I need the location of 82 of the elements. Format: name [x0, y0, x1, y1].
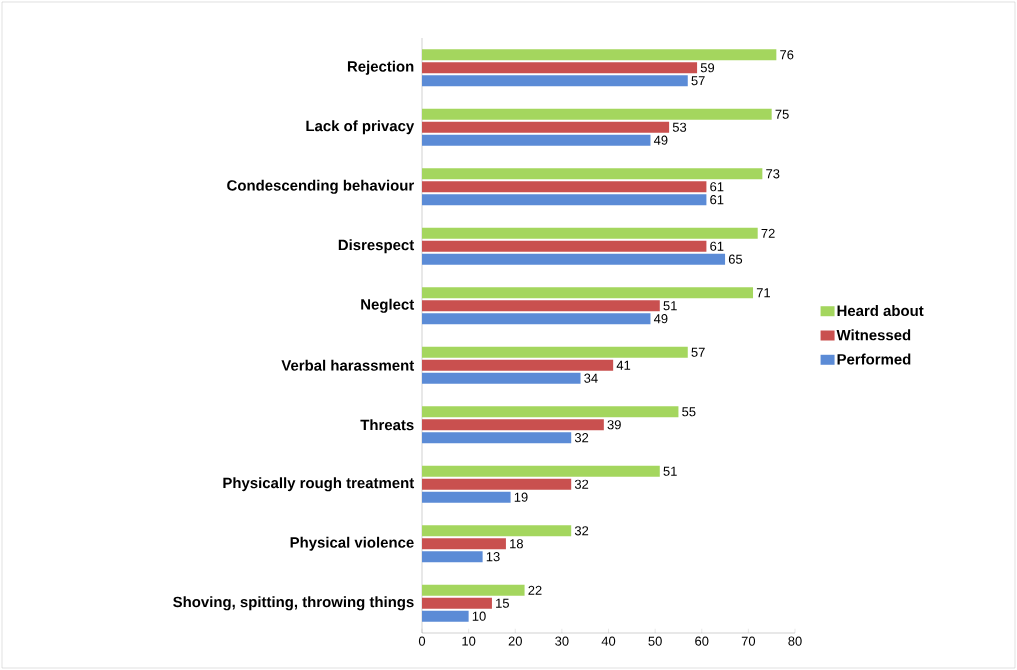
y-tick-label: Physical violence — [290, 536, 414, 551]
data-label: 39 — [607, 420, 621, 430]
bar — [422, 432, 572, 444]
data-label: 19 — [514, 492, 528, 502]
data-label: 22 — [528, 585, 542, 595]
data-label: 51 — [663, 301, 677, 311]
bar — [422, 240, 707, 252]
legend-label: Witnessed — [836, 329, 911, 341]
data-label: 61 — [710, 182, 724, 192]
bar — [422, 75, 688, 87]
bar — [422, 372, 581, 384]
y-tick-label: Condescending behaviour — [227, 179, 415, 194]
bar — [422, 194, 707, 206]
x-tick-label: 30 — [555, 636, 569, 646]
bar — [422, 287, 754, 299]
data-label: 57 — [691, 76, 705, 86]
data-label: 72 — [761, 228, 775, 238]
legend-label: Heard about — [837, 305, 924, 317]
x-tick-label: 70 — [741, 636, 756, 646]
data-label: 61 — [710, 241, 724, 251]
data-label: 49 — [653, 135, 668, 145]
bar — [422, 419, 604, 431]
data-label: 15 — [496, 598, 509, 608]
bar — [422, 134, 651, 146]
data-label: 73 — [766, 169, 780, 179]
bar — [422, 313, 651, 325]
data-label: 51 — [663, 466, 677, 476]
bar — [422, 406, 679, 418]
y-tick-label: Threats — [360, 419, 414, 431]
data-label: 71 — [756, 288, 770, 298]
bar — [422, 108, 772, 120]
data-label: 32 — [574, 479, 589, 489]
data-label: 59 — [700, 63, 715, 73]
bar — [422, 538, 506, 550]
data-label: 57 — [691, 347, 705, 357]
bar — [422, 227, 758, 239]
data-label: 61 — [710, 195, 724, 205]
y-tick-label: Lack of privacy — [306, 120, 415, 135]
data-label: 34 — [584, 373, 598, 383]
x-tick-label: 80 — [788, 636, 802, 646]
bar — [422, 597, 492, 609]
data-label: 53 — [672, 122, 687, 132]
y-tick-label: Neglect — [361, 298, 415, 313]
x-tick-label: 40 — [601, 636, 616, 646]
data-label: 75 — [775, 109, 789, 119]
x-tick-label: 50 — [648, 636, 662, 646]
x-tick-label: 10 — [462, 636, 476, 646]
bar — [422, 584, 525, 596]
bar — [422, 253, 726, 265]
data-label: 32 — [574, 433, 589, 443]
y-tick-label: Verbal harassment — [281, 359, 415, 371]
bar — [422, 300, 660, 312]
x-tick-label: 20 — [508, 636, 522, 646]
bar — [422, 168, 763, 180]
bar — [422, 62, 698, 74]
data-label: 41 — [616, 360, 631, 370]
y-tick-label: Physically rough treatment — [223, 477, 415, 492]
data-label: 32 — [574, 526, 589, 536]
bar — [422, 478, 572, 490]
bar — [422, 359, 614, 371]
bar — [422, 181, 707, 193]
legend-label: Performed — [837, 353, 911, 365]
x-tick-label: 0 — [418, 636, 426, 646]
data-label: 76 — [780, 50, 794, 60]
bar — [422, 121, 670, 133]
y-tick-label: Rejection — [347, 60, 414, 75]
data-label: 65 — [728, 254, 743, 264]
x-tick-label: 60 — [695, 636, 709, 646]
bar — [422, 525, 572, 537]
data-label: 49 — [653, 314, 668, 324]
bar — [422, 465, 660, 477]
y-tick-label: Shoving, spitting, throwing things — [173, 596, 414, 611]
bar — [422, 610, 469, 622]
bar — [422, 491, 511, 503]
data-label: 18 — [510, 539, 523, 549]
bar — [422, 49, 777, 61]
bar — [422, 551, 483, 563]
data-label: 13 — [486, 552, 500, 562]
data-label: 55 — [682, 407, 696, 417]
data-label: 10 — [472, 611, 486, 621]
y-tick-label: Disrespect — [338, 239, 415, 254]
bar — [422, 346, 688, 358]
